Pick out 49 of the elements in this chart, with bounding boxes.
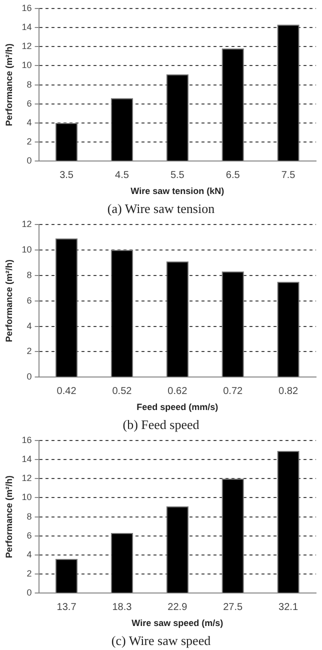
- y-tick-label: 2: [26, 346, 32, 356]
- x-axis-title: Feed speed (mm/s): [136, 402, 218, 412]
- y-tick-label: 12: [22, 218, 32, 229]
- y-axis-title: Performance (m²/h): [4, 260, 14, 342]
- x-tick-label: 0.42: [56, 386, 77, 397]
- x-tick-label: 3.5: [60, 170, 74, 181]
- text: (c) Wire saw speed: [110, 633, 212, 648]
- x-tick-label: 0.82: [278, 386, 298, 397]
- y-tick-label: 4: [26, 549, 32, 560]
- x-axis-title: Wire saw tension (kN): [130, 186, 224, 196]
- x-tick-label: 0.52: [112, 386, 132, 397]
- y-tick-label: 6: [26, 295, 32, 306]
- y-tick-label: 8: [26, 511, 32, 522]
- y-tick-label: 2: [26, 568, 32, 579]
- y-tick-label: 6: [26, 98, 32, 108]
- x-tick-label: 32.1: [278, 602, 298, 613]
- x-tick-label: 18.3: [112, 602, 132, 613]
- y-tick-label: 16: [22, 2, 32, 13]
- y-tick-label: 12: [22, 41, 32, 52]
- x-tick-label: 6.5: [226, 170, 240, 181]
- x-tick-label: 13.7: [56, 602, 77, 613]
- y-tick-label: 16: [22, 434, 32, 445]
- x-tick-label: 22.9: [168, 602, 188, 613]
- y-tick-label: 14: [22, 22, 32, 32]
- y-tick-label: 8: [26, 270, 32, 280]
- x-tick-label: 4.5: [115, 170, 130, 181]
- x-tick-label: 0.62: [168, 386, 188, 397]
- y-tick-label: 4: [26, 320, 32, 331]
- y-tick-label: 6: [26, 530, 32, 540]
- y-tick-label: 4: [26, 117, 32, 128]
- text: (a) Wire saw tension: [106, 201, 216, 216]
- x-tick-label: 0.72: [223, 386, 244, 397]
- text: (b) Feed speed: [122, 417, 200, 432]
- y-tick-label: 12: [22, 473, 32, 484]
- y-tick-label: 10: [22, 244, 32, 254]
- x-axis-title: Wire saw speed (m/s): [132, 618, 224, 628]
- y-tick-label: 0: [26, 372, 32, 382]
- y-tick-label: 2: [26, 136, 32, 147]
- y-axis-title: Performance (m²/h): [4, 476, 14, 558]
- y-tick-label: 0: [26, 588, 32, 598]
- y-tick-label: 10: [22, 492, 32, 502]
- y-tick-label: 10: [22, 60, 32, 70]
- x-tick-label: 27.5: [223, 602, 244, 613]
- y-tick-label: 8: [26, 79, 32, 90]
- y-tick-label: 14: [22, 454, 32, 464]
- x-tick-label: 7.5: [281, 170, 296, 181]
- y-tick-label: 0: [26, 156, 32, 166]
- y-axis-title: Performance (m²/h): [4, 44, 14, 126]
- x-tick-label: 5.5: [170, 170, 185, 181]
